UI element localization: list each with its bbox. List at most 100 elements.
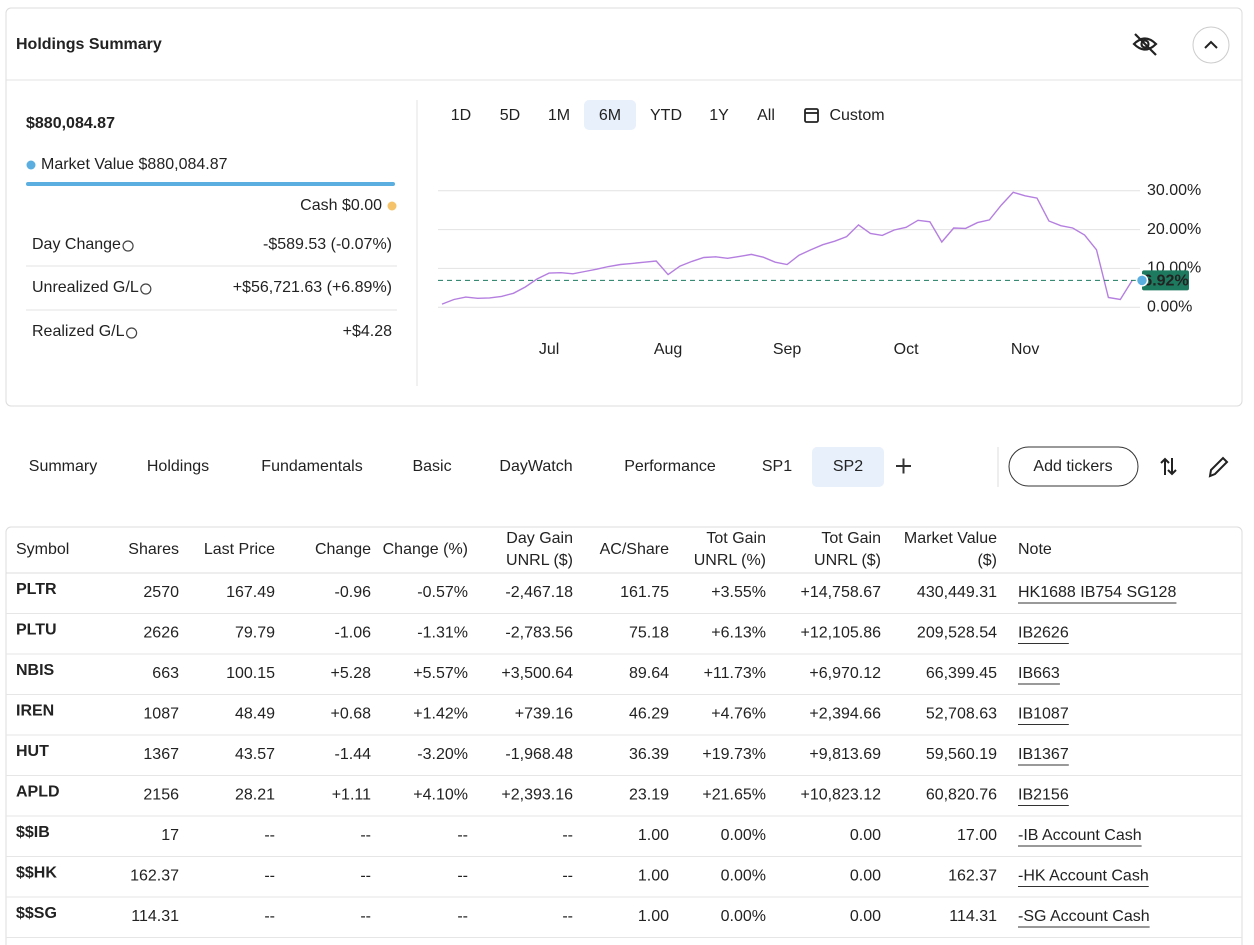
cell: 89.64 (629, 665, 669, 682)
symbol[interactable]: APLD (16, 784, 60, 801)
cell: +14,758.67 (800, 584, 881, 601)
range-option[interactable]: 1Y (709, 107, 729, 124)
tab[interactable]: Holdings (147, 458, 209, 475)
symbol: $$SG (16, 905, 57, 922)
range-option[interactable]: 1M (548, 107, 570, 124)
cell: +10,823.12 (800, 787, 881, 804)
note[interactable]: IB2156 (1018, 787, 1069, 804)
cell: 663 (152, 665, 179, 682)
cash-value: Cash $0.00 (300, 197, 382, 214)
x-tick-label: Aug (654, 341, 682, 358)
symbol: $$IB (16, 824, 50, 841)
tab-bar: Summary Holdings Fundamentals Basic DayWatch… (29, 447, 911, 487)
summary-value: +$4.28 (343, 323, 392, 340)
cell: +1.11 (332, 787, 371, 804)
summary-label: Unrealized G/L (32, 279, 139, 296)
cell: +12,105.86 (800, 625, 881, 642)
symbol[interactable]: NBIS (16, 662, 55, 679)
tab[interactable]: Summary (29, 458, 97, 475)
cell: 23.19 (629, 787, 669, 804)
range-option[interactable]: All (757, 107, 775, 124)
cell: +19.73% (702, 746, 766, 763)
note[interactable]: -IB Account Cash (1018, 827, 1142, 844)
cell: 60,820.76 (926, 787, 997, 804)
range-option[interactable]: 5D (500, 107, 520, 124)
y-tick-label: 20.00% (1147, 221, 1201, 238)
total-value: $880,084.87 (26, 115, 115, 132)
add-tab-icon[interactable] (896, 459, 911, 474)
add-tickers-label[interactable]: Add tickers (1033, 458, 1112, 475)
range-option[interactable]: 1D (451, 107, 471, 124)
tab[interactable]: Basic (412, 458, 451, 475)
cell: 0.00% (721, 827, 766, 844)
cell: 0.00 (850, 868, 881, 885)
note[interactable]: HK1688 IB754 SG128 (1018, 584, 1176, 601)
edit-icon[interactable] (1210, 458, 1227, 476)
tab[interactable]: Performance (624, 458, 716, 475)
note[interactable]: -HK Account Cash (1018, 868, 1149, 885)
symbol[interactable]: PLTU (16, 622, 57, 639)
cell: -- (360, 908, 371, 925)
column-header: Last Price (204, 541, 275, 558)
cell: -1.44 (335, 746, 372, 763)
cell: 52,708.63 (926, 706, 997, 723)
cell: +9,813.69 (809, 746, 881, 763)
cell: 1.00 (638, 908, 669, 925)
cell: -2,467.18 (505, 584, 573, 601)
column-header: Change (%) (383, 541, 468, 558)
cell: 48.49 (235, 706, 275, 723)
note[interactable]: IB663 (1018, 665, 1060, 682)
x-tick-label: Nov (1011, 341, 1039, 358)
column-header: Tot Gain (821, 530, 881, 547)
range-option[interactable]: 6M (599, 107, 621, 124)
cell: -- (264, 868, 275, 885)
market-value-dot (27, 161, 36, 170)
symbol[interactable]: HUT (16, 743, 49, 760)
column-header: AC/Share (600, 541, 669, 558)
x-tick-label: Oct (894, 341, 919, 358)
column-header: UNRL ($) (506, 552, 573, 569)
column-header: Day Gain (506, 530, 573, 547)
range-option[interactable]: Custom (829, 107, 884, 124)
tab[interactable]: SP1 (762, 458, 792, 475)
cash-dot (388, 202, 397, 211)
cell: -- (562, 908, 573, 925)
note[interactable]: IB2626 (1018, 625, 1069, 642)
cell: +11.73% (704, 665, 766, 682)
cell: +5.57% (413, 665, 468, 682)
cell: -- (457, 908, 468, 925)
note[interactable]: -SG Account Cash (1018, 908, 1150, 925)
tab[interactable]: SP2 (833, 458, 863, 475)
tab[interactable]: DayWatch (499, 458, 572, 475)
collapse-button[interactable] (1193, 27, 1229, 63)
symbol[interactable]: PLTR (16, 581, 57, 598)
cell: 162.37 (130, 868, 179, 885)
range-option[interactable]: YTD (650, 107, 682, 124)
cell: -1,968.48 (505, 746, 573, 763)
note[interactable]: IB1087 (1018, 706, 1069, 723)
cell: 59,560.19 (926, 746, 997, 763)
cell: 114.31 (131, 908, 179, 925)
cell: +2,393.16 (501, 787, 573, 804)
column-header: Change (315, 541, 371, 558)
column-header: UNRL ($) (814, 552, 881, 569)
cell: 43.57 (235, 746, 275, 763)
cell: 209,528.54 (917, 625, 997, 642)
symbol[interactable]: IREN (16, 703, 54, 720)
note[interactable]: IB1367 (1018, 746, 1069, 763)
column-header: Note (1018, 541, 1052, 558)
symbol: $$HK (16, 865, 57, 882)
cell: +5.28 (331, 665, 372, 682)
cell: 17 (161, 827, 179, 844)
tab[interactable]: Fundamentals (261, 458, 362, 475)
cell: -0.57% (417, 584, 468, 601)
cell: 75.18 (629, 625, 669, 642)
y-tick-label: 30.00% (1147, 182, 1201, 199)
cell: 17.00 (957, 827, 997, 844)
sort-icon[interactable] (1161, 458, 1176, 475)
cell: 161.75 (620, 584, 669, 601)
x-tick-label: Sep (773, 341, 802, 358)
cell: +0.68 (331, 706, 372, 723)
market-value-bar (26, 182, 395, 186)
market-value: Market Value $880,084.87 (41, 156, 228, 173)
